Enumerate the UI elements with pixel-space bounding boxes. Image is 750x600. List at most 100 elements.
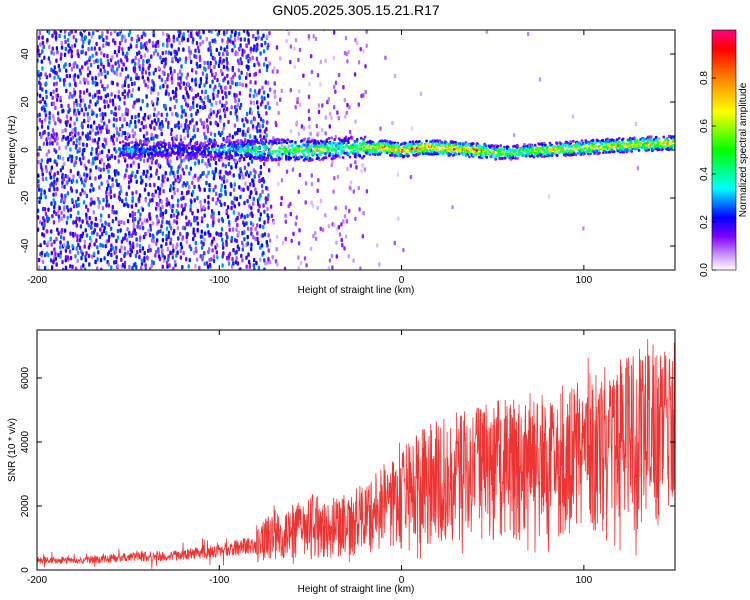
spectrogram-cell: [180, 158, 183, 164]
spectrogram-cell: [175, 123, 178, 128]
spectrogram-cell: [119, 58, 123, 63]
spectrogram-cell: [263, 232, 267, 237]
spectrogram-cell: [51, 141, 54, 146]
spectrogram-cell: [314, 231, 317, 236]
spectrogram-cell: [43, 207, 47, 212]
spectrogram-cell: [141, 63, 145, 68]
spectrogram-cell: [218, 108, 221, 113]
spectrogram-cell: [91, 157, 95, 162]
spectrogram-ridge-cell: [539, 146, 543, 150]
spectrogram-cell: [63, 30, 67, 34]
spectrogram-cell: [230, 235, 234, 241]
spectrogram-cell: [107, 62, 111, 67]
spectrogram-cell: [273, 66, 276, 71]
spectrogram-cell: [109, 31, 113, 36]
spectrogram-cell: [155, 206, 158, 211]
spectrogram-cell: [124, 232, 127, 238]
spectrogram-ridge-cell: [452, 153, 455, 157]
spectrogram-cell: [252, 182, 255, 188]
spectrogram-cell: [176, 250, 179, 255]
spectrogram-cell: [104, 138, 107, 143]
spectrogram-ridge-cell: [267, 141, 271, 145]
spectrogram-cell: [112, 38, 115, 43]
spectrogram-cell: [79, 136, 82, 141]
spectrogram-cell: [100, 267, 103, 270]
spectrogram-cell: [169, 66, 172, 71]
spectrogram-cell: [116, 67, 119, 72]
spectrogram-cell: [234, 98, 237, 104]
spectrogram-cell: [171, 89, 175, 95]
spectrogram-cell: [113, 30, 117, 34]
spectrogram-cell: [228, 170, 232, 175]
spectrogram-ridge-cell: [657, 137, 661, 140]
spectrogram-ridge-cell: [250, 155, 254, 158]
spectrogram-cell: [209, 108, 212, 113]
spectrogram-cell: [133, 66, 137, 71]
spectrogram-cell: [334, 89, 337, 94]
spectrogram-cell: [249, 107, 252, 112]
spectrogram-cell: [47, 252, 50, 258]
spectrogram-cell: [207, 230, 210, 235]
spectrogram-cell: [343, 246, 346, 251]
spectrogram-cell: [141, 221, 144, 226]
spectrogram-cell: [99, 129, 103, 134]
spectrogram-ridge-cell: [612, 143, 615, 146]
spectrogram-cell: [239, 57, 242, 62]
spectrogram-cell: [192, 127, 195, 133]
spectrogram-cell: [65, 88, 68, 93]
spectrogram-cell: [170, 127, 173, 133]
spectrogram-ridge-cell: [216, 144, 220, 148]
spectrogram-cell: [90, 182, 93, 188]
spectrogram-cell: [215, 113, 218, 118]
spectrogram-cell: [252, 47, 255, 52]
spectrogram-ridge-cell: [558, 144, 562, 148]
spectrogram-cell: [43, 100, 47, 105]
spectrogram-cell: [337, 225, 341, 230]
spectrogram-cell: [131, 170, 134, 175]
spectrogram-cell: [116, 25, 118, 29]
spectrogram-cell: [571, 114, 575, 119]
spectrogram-cell: [287, 144, 290, 149]
spectrogram-cell: [49, 25, 51, 29]
spectrogram-cell: [83, 172, 86, 177]
spectrogram-cell: [55, 211, 58, 217]
spectrogram-ridge-cell: [249, 148, 253, 152]
spectrogram-cell: [167, 34, 170, 39]
spectrogram-cell: [276, 69, 279, 74]
spectrogram-cell: [141, 246, 145, 251]
spectrogram-cell: [346, 59, 349, 64]
spectrogram-ridge-cell: [375, 150, 378, 154]
spectrogram-cell: [124, 79, 127, 84]
spectrogram-cell: [79, 103, 82, 108]
spectrogram-ridge-cell: [178, 146, 181, 150]
spectrogram-cell: [131, 191, 134, 196]
spectrogram-cell: [111, 98, 115, 103]
spectrogram-cell: [37, 179, 40, 184]
spectrogram-cell: [268, 238, 272, 243]
spectrogram-cell: [232, 201, 235, 206]
spectrogram-cell: [279, 201, 283, 207]
spectrogram-cell: [254, 135, 257, 140]
spectrogram-cell: [131, 128, 134, 133]
spectrogram-cell: [176, 169, 179, 174]
spectrogram-cell: [102, 37, 105, 43]
snr-line: [37, 334, 675, 569]
spectrogram-ridge-cell: [285, 141, 289, 145]
spectrogram-cell: [233, 123, 237, 128]
spectrogram-ridge-cell: [242, 141, 246, 144]
spectrogram-cell: [327, 97, 330, 102]
spectrogram-cell: [319, 82, 322, 87]
spectrogram-cell: [212, 188, 215, 193]
spectrogram-cell: [243, 214, 246, 220]
spectrogram-cell: [55, 87, 58, 93]
spectrogram-cell: [251, 124, 255, 129]
spectrogram-cell: [172, 248, 175, 253]
spectrogram-cell: [112, 133, 116, 138]
spectrogram-cell: [346, 166, 349, 172]
spectrogram-cell: [198, 54, 202, 60]
spectrogram-cell: [180, 211, 184, 216]
spectrogram-cell: [103, 225, 106, 230]
spectrogram-cell: [150, 132, 153, 138]
spectrogram-cell: [137, 112, 140, 118]
spectrogram-cell: [124, 54, 127, 59]
